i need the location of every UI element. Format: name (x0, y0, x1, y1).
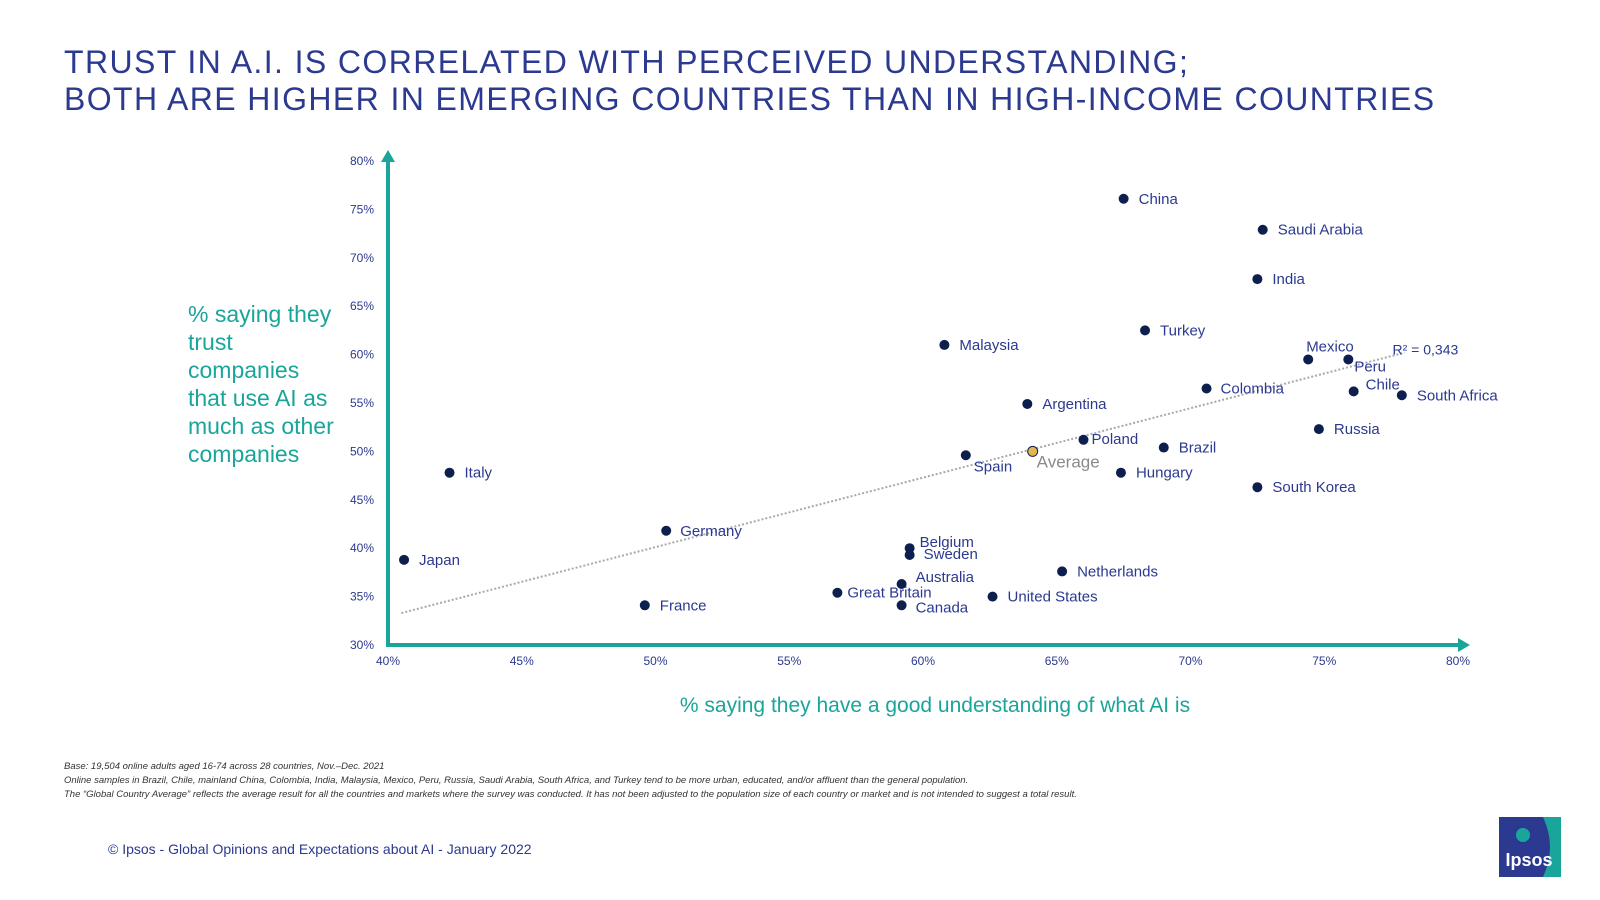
footnote-base: Base: 19,504 online adults aged 16-74 ac… (64, 761, 385, 772)
label-malaysia: Malaysia (959, 337, 1019, 354)
y-axis-arrow (381, 150, 395, 162)
point-japan (399, 554, 410, 565)
label-belgium: Belgium (920, 534, 974, 551)
label-average: Average (1037, 452, 1100, 471)
y-tick-label: 60% (350, 348, 374, 362)
label-argentina: Argentina (1042, 396, 1107, 413)
x-tick-label: 75% (1312, 654, 1336, 668)
label-sweden: Sweden (924, 546, 978, 563)
label-mexico: Mexico (1306, 338, 1354, 355)
trendline (401, 351, 1405, 615)
logo-mark (1516, 828, 1530, 842)
scatter-chart: R² = 0,343 30% 35% 40% 45% 50% 55% 60% 65% 70% 75%… (350, 150, 1499, 668)
point-australia (896, 579, 907, 590)
x-axis-arrow (1458, 638, 1470, 652)
point-germany (661, 525, 672, 536)
point-india (1252, 274, 1263, 285)
label-south-africa: South Africa (1417, 387, 1499, 404)
footnote-average: The “Global Country Average” reflects th… (64, 789, 1077, 800)
label-turkey: Turkey (1160, 322, 1206, 339)
x-tick-label: 80% (1446, 654, 1470, 668)
point-argentina (1022, 398, 1033, 409)
point-poland (1078, 434, 1089, 445)
label-australia: Australia (916, 569, 975, 586)
label-saudi-arabia: Saudi Arabia (1278, 222, 1364, 239)
point-united-states (987, 591, 998, 602)
y-tick-label: 50% (350, 444, 374, 458)
logo-text: Ipsos (1505, 850, 1552, 870)
y-tick-label: 80% (350, 154, 374, 168)
label-south-korea: South Korea (1272, 479, 1356, 496)
point-italy (444, 467, 455, 478)
label-chile: Chile (1366, 376, 1400, 393)
point-netherlands (1057, 566, 1068, 577)
point-china (1118, 193, 1129, 204)
label-italy: Italy (465, 465, 493, 482)
point-south-africa (1396, 390, 1407, 401)
footnote-samples: Online samples in Brazil, Chile, mainlan… (64, 775, 969, 786)
x-axis-title: % saying they have a good understanding … (679, 694, 1191, 717)
label-colombia: Colombia (1221, 380, 1285, 397)
y-tick-label: 40% (350, 541, 374, 555)
y-tick-label: 65% (350, 299, 374, 313)
point-colombia (1201, 383, 1212, 394)
point-mexico (1303, 354, 1314, 365)
label-brazil: Brazil (1179, 440, 1217, 457)
x-tick-label: 50% (643, 654, 667, 668)
x-tick-label: 55% (777, 654, 801, 668)
label-spain: Spain (974, 458, 1012, 475)
point-saudi-arabia (1257, 224, 1268, 235)
y-tick-label: 70% (350, 251, 374, 265)
point-canada (896, 600, 907, 611)
point-great-britain (832, 587, 843, 598)
y-tick-label: 75% (350, 202, 374, 216)
point-spain (960, 450, 971, 461)
logo-accent (1543, 817, 1561, 877)
title-line-1: TRUST IN A.I. IS CORRELATED WITH PERCEIV… (64, 44, 1190, 80)
point-brazil (1158, 442, 1169, 453)
point-chile (1348, 386, 1359, 397)
x-tick-label: 65% (1045, 654, 1069, 668)
x-tick-label: 45% (510, 654, 534, 668)
ipsos-logo: Ipsos (1499, 817, 1561, 877)
label-china: China (1139, 191, 1179, 208)
label-russia: Russia (1334, 421, 1381, 438)
label-poland: Poland (1092, 431, 1139, 448)
label-germany: Germany (680, 523, 742, 540)
trendline-r2-label: R² = 0,343 (1393, 342, 1459, 358)
point-turkey (1140, 325, 1151, 336)
point-average (1027, 445, 1039, 457)
y-tick-label: 30% (350, 638, 374, 652)
label-japan: Japan (419, 552, 460, 569)
label-france: France (660, 597, 707, 614)
x-tick-label: 70% (1178, 654, 1202, 668)
point-malaysia (939, 339, 950, 350)
y-axis-title: % saying they trust companies that use A… (188, 301, 334, 467)
x-tick-label: 60% (911, 654, 935, 668)
point-france (639, 600, 650, 611)
label-peru: Peru (1354, 358, 1386, 375)
label-canada: Canada (916, 599, 969, 616)
label-netherlands: Netherlands (1077, 563, 1158, 580)
y-tick-label: 45% (350, 493, 374, 507)
copyright-text: © Ipsos - Global Opinions and Expectatio… (108, 841, 532, 857)
point-hungary (1115, 467, 1126, 478)
footnotes: Base: 19,504 online adults aged 16-74 ac… (64, 760, 1077, 802)
point-sweden (904, 549, 915, 560)
label-great-britain: Great Britain (847, 585, 931, 602)
label-united-states: United States (1008, 589, 1098, 606)
y-tick-label: 55% (350, 396, 374, 410)
point-south-korea (1252, 482, 1263, 493)
label-hungary: Hungary (1136, 465, 1193, 482)
label-india: India (1272, 271, 1305, 288)
y-tick-label: 35% (350, 590, 374, 604)
title-line-2: BOTH ARE HIGHER IN EMERGING COUNTRIES TH… (64, 81, 1436, 117)
point-russia (1313, 424, 1324, 435)
page-title: TRUST IN A.I. IS CORRELATED WITH PERCEIV… (64, 44, 1436, 118)
point-peru (1343, 354, 1354, 365)
x-tick-label: 40% (376, 654, 400, 668)
